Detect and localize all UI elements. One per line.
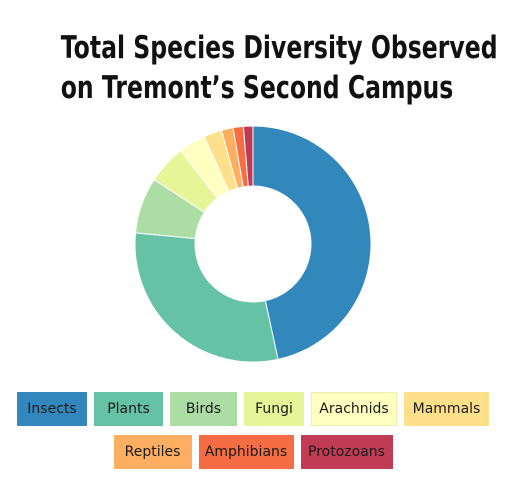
legend-label: Fungi [255, 401, 293, 417]
slice-insects[interactable] [252, 125, 372, 360]
legend-label: Arachnids [319, 401, 389, 417]
legend-item-plants[interactable]: Plants [94, 392, 163, 426]
slice-plants[interactable] [134, 232, 279, 363]
legend-label: Birds [185, 401, 222, 417]
legend-row: Reptiles Amphibians Protozoans [0, 435, 506, 469]
legend-item-protozoans[interactable]: Protozoans [300, 435, 393, 469]
legend-label: Insects [27, 401, 77, 417]
legend-item-reptiles[interactable]: Reptiles [113, 435, 192, 469]
legend-label: Reptiles [124, 444, 181, 460]
chart-title-line-1: Total Species Diversity Observed [60, 30, 498, 66]
chart-title-line-2: on Tremont’s Second Campus [60, 70, 454, 106]
legend-item-insects[interactable]: Insects [17, 392, 87, 426]
legend-item-mammals[interactable]: Mammals [404, 392, 489, 426]
chart-title: Total Species Diversity Observed on Trem… [60, 28, 498, 108]
legend-label: Protozoans [308, 444, 385, 460]
legend-item-fungi[interactable]: Fungi [244, 392, 304, 426]
legend-item-amphibians[interactable]: Amphibians [198, 435, 294, 469]
slice-protozoans[interactable] [242, 125, 254, 187]
legend-label: Amphibians [204, 444, 288, 460]
legend-row: Insects Plants Birds Fungi Arachnids Mammals [0, 392, 506, 426]
legend-item-birds[interactable]: Birds [170, 392, 237, 426]
legend-label: Mammals [412, 401, 481, 417]
legend-item-arachnids[interactable]: Arachnids [311, 392, 397, 426]
legend-label: Plants [107, 401, 150, 417]
